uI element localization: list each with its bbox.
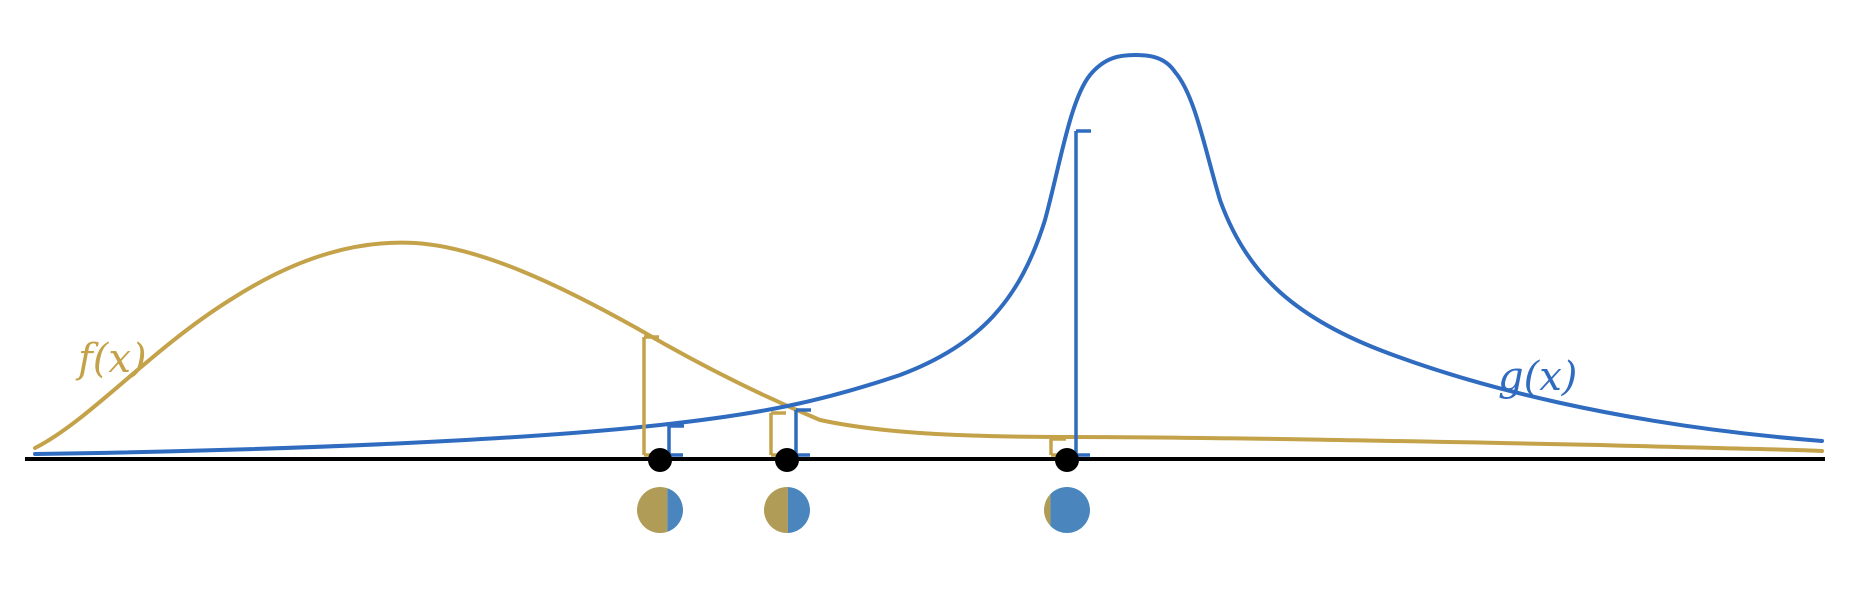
g-share-segment [1050,487,1090,533]
sample-share-circle [637,487,683,533]
g-curve [33,52,1824,456]
f-share-segment [637,487,668,533]
f-share-segment [764,487,788,533]
g-curve-label: g(x) [1498,354,1577,400]
f-curve [33,240,1824,453]
sample-pie-charts [637,487,1090,533]
sample-point [1055,448,1079,472]
sample-share-circle [764,487,810,533]
sample-markers [642,129,1091,472]
f-curve-label: f(x) [75,336,147,382]
sample-point [648,448,672,472]
g-share-segment [667,487,683,533]
sample-point [775,448,799,472]
f-share-segment [1044,487,1051,533]
g-share-segment [787,487,810,533]
sample-share-circle [1044,487,1090,533]
